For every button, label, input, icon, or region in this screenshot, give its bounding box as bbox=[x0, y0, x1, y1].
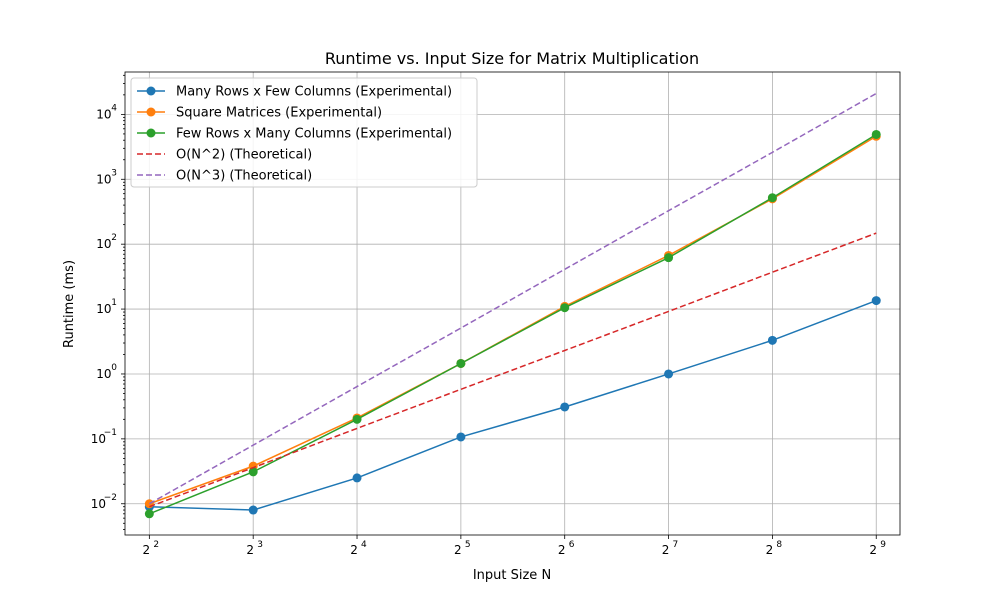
legend-label: O(N^3) (Theoretical) bbox=[176, 169, 312, 184]
y-tick-exponent: −2 bbox=[104, 493, 117, 503]
y-axis-label: Runtime (ms) bbox=[62, 260, 77, 348]
series-4 bbox=[149, 232, 877, 508]
x-tick-label: 2 bbox=[662, 543, 670, 557]
x-tick-label: 2 bbox=[454, 543, 462, 557]
data-point bbox=[456, 358, 466, 368]
x-tick-exponent: 5 bbox=[465, 540, 471, 550]
x-tick-exponent: 8 bbox=[776, 540, 782, 550]
x-tick-label: 2 bbox=[143, 543, 151, 557]
x-axis-label: Input Size N bbox=[473, 568, 551, 583]
data-point bbox=[871, 296, 881, 306]
x-tick-exponent: 6 bbox=[569, 540, 575, 550]
data-point bbox=[767, 335, 777, 345]
x-tick-label: 2 bbox=[558, 543, 566, 557]
series-line bbox=[149, 232, 877, 508]
data-point bbox=[767, 193, 777, 203]
y-tick-exponent: 2 bbox=[111, 233, 117, 243]
legend-box bbox=[130, 77, 478, 188]
x-tick-label: 2 bbox=[869, 543, 877, 557]
data-point bbox=[664, 369, 674, 379]
legend-item: O(N^2) (Theoretical) bbox=[137, 148, 312, 163]
chart-title: Runtime vs. Input Size for Matrix Multip… bbox=[325, 49, 699, 68]
data-point bbox=[352, 414, 362, 424]
y-tick-label: 10 bbox=[96, 302, 111, 316]
data-point bbox=[664, 253, 674, 263]
series-1 bbox=[144, 296, 881, 515]
legend-item: Square Matrices (Experimental) bbox=[137, 106, 382, 121]
legend-item: Many Rows x Few Columns (Experimental) bbox=[137, 85, 452, 100]
data-point bbox=[144, 509, 154, 519]
data-point bbox=[560, 303, 570, 313]
data-point bbox=[248, 467, 258, 477]
legend-item: Few Rows x Many Columns (Experimental) bbox=[137, 127, 452, 142]
series-5 bbox=[148, 92, 877, 505]
data-point bbox=[248, 505, 258, 515]
data-point bbox=[352, 473, 362, 483]
y-tick-label: 10 bbox=[91, 432, 106, 446]
legend-item: O(N^3) (Theoretical) bbox=[137, 169, 312, 184]
y-tick-exponent: 4 bbox=[111, 103, 117, 113]
y-tick-label: 10 bbox=[96, 172, 111, 186]
y-tick-exponent: −1 bbox=[104, 428, 117, 438]
data-point bbox=[560, 402, 570, 412]
series-line bbox=[149, 299, 877, 511]
series-line bbox=[148, 92, 877, 505]
x-tick-exponent: 4 bbox=[361, 540, 367, 550]
y-tick-exponent: 0 bbox=[111, 363, 117, 373]
legend-label: Few Rows x Many Columns (Experimental) bbox=[176, 127, 452, 142]
legend-label: O(N^2) (Theoretical) bbox=[176, 148, 312, 163]
series-line bbox=[149, 133, 877, 515]
x-tick-label: 2 bbox=[350, 543, 358, 557]
series-3 bbox=[144, 129, 881, 519]
data-point bbox=[456, 432, 466, 442]
data-point bbox=[871, 129, 881, 139]
legend-marker bbox=[146, 128, 156, 138]
x-tick-exponent: 2 bbox=[153, 540, 159, 550]
x-tick-exponent: 9 bbox=[880, 540, 886, 550]
y-tick-exponent: 3 bbox=[111, 168, 117, 178]
data-point bbox=[144, 499, 154, 509]
y-tick-label: 10 bbox=[96, 367, 111, 381]
y-tick-label: 10 bbox=[91, 497, 106, 511]
x-tick-exponent: 3 bbox=[257, 540, 263, 550]
plot-frame bbox=[124, 71, 901, 536]
y-tick-label: 10 bbox=[96, 107, 111, 121]
legend: Many Rows x Few Columns (Experimental) Sq… bbox=[130, 77, 478, 188]
x-tick-exponent: 7 bbox=[673, 540, 679, 550]
legend-label: Square Matrices (Experimental) bbox=[176, 106, 382, 121]
series-layer bbox=[144, 92, 881, 519]
legend-marker bbox=[146, 86, 156, 96]
x-tick-label: 2 bbox=[766, 543, 774, 557]
y-tick-label: 10 bbox=[96, 237, 111, 251]
legend-label: Many Rows x Few Columns (Experimental) bbox=[176, 85, 452, 100]
x-tick-label: 2 bbox=[246, 543, 254, 557]
y-tick-exponent: 1 bbox=[111, 298, 117, 308]
legend-marker bbox=[146, 107, 156, 117]
